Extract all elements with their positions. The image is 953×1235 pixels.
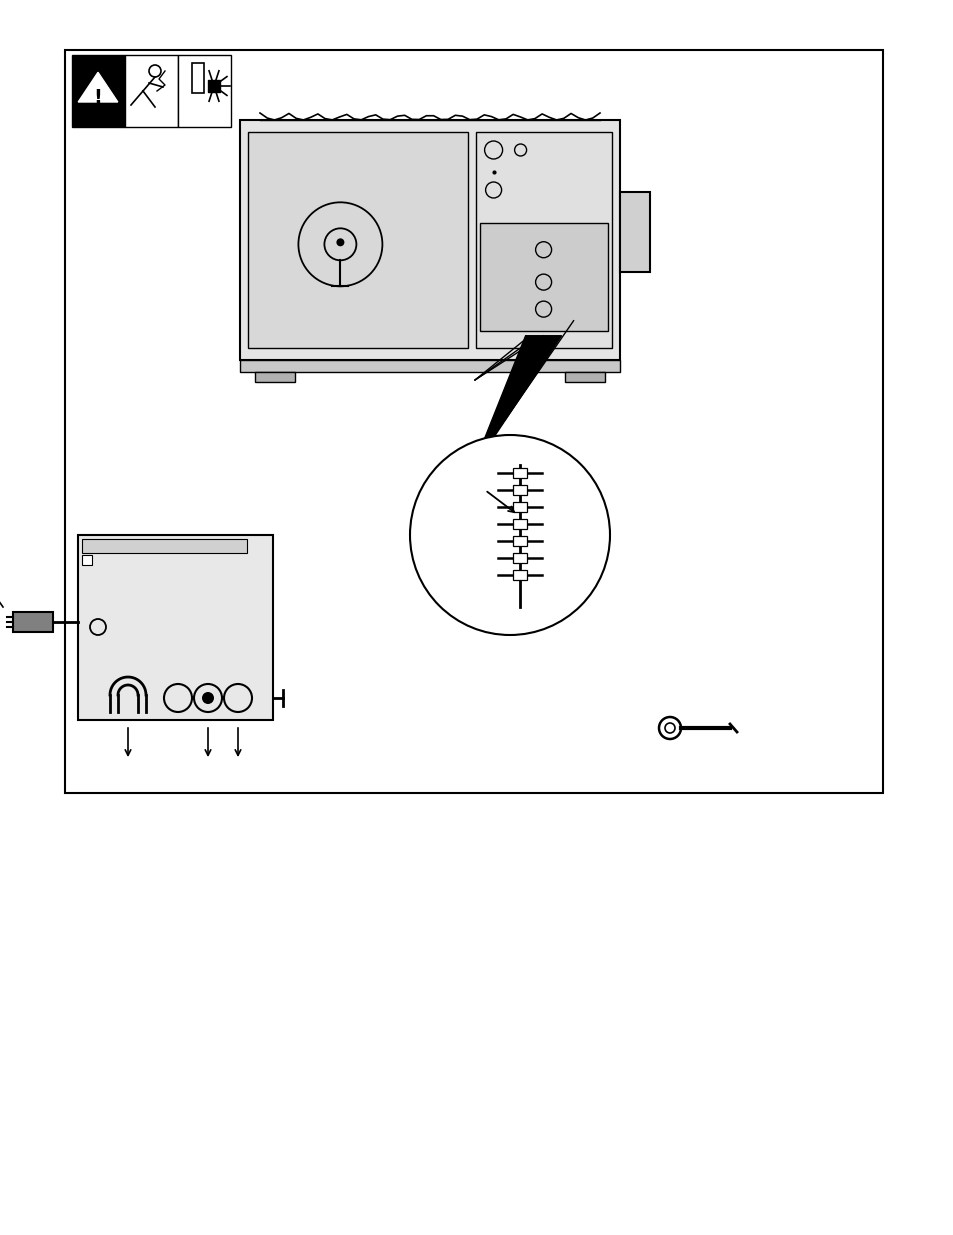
Bar xyxy=(513,536,526,546)
Bar xyxy=(240,359,619,372)
Bar xyxy=(513,519,526,529)
Bar xyxy=(513,485,526,495)
Bar xyxy=(619,191,649,272)
Bar xyxy=(240,120,619,359)
Bar xyxy=(513,571,526,580)
Bar xyxy=(564,372,604,382)
Bar xyxy=(248,132,468,348)
Bar xyxy=(71,56,125,127)
Bar xyxy=(13,613,53,632)
Bar xyxy=(82,538,247,553)
Bar xyxy=(78,535,273,720)
Circle shape xyxy=(410,435,609,635)
Circle shape xyxy=(202,692,213,704)
Bar xyxy=(479,222,607,331)
Circle shape xyxy=(336,238,344,246)
Bar xyxy=(82,555,91,564)
Bar xyxy=(513,468,526,478)
Bar xyxy=(513,501,526,513)
Bar xyxy=(513,553,526,563)
Polygon shape xyxy=(477,336,561,454)
Bar xyxy=(476,132,612,348)
Polygon shape xyxy=(78,73,117,103)
Bar xyxy=(65,49,882,793)
Bar xyxy=(125,56,178,127)
Text: !: ! xyxy=(93,88,102,106)
Bar xyxy=(192,63,204,93)
Bar xyxy=(254,372,294,382)
Bar xyxy=(178,56,231,127)
